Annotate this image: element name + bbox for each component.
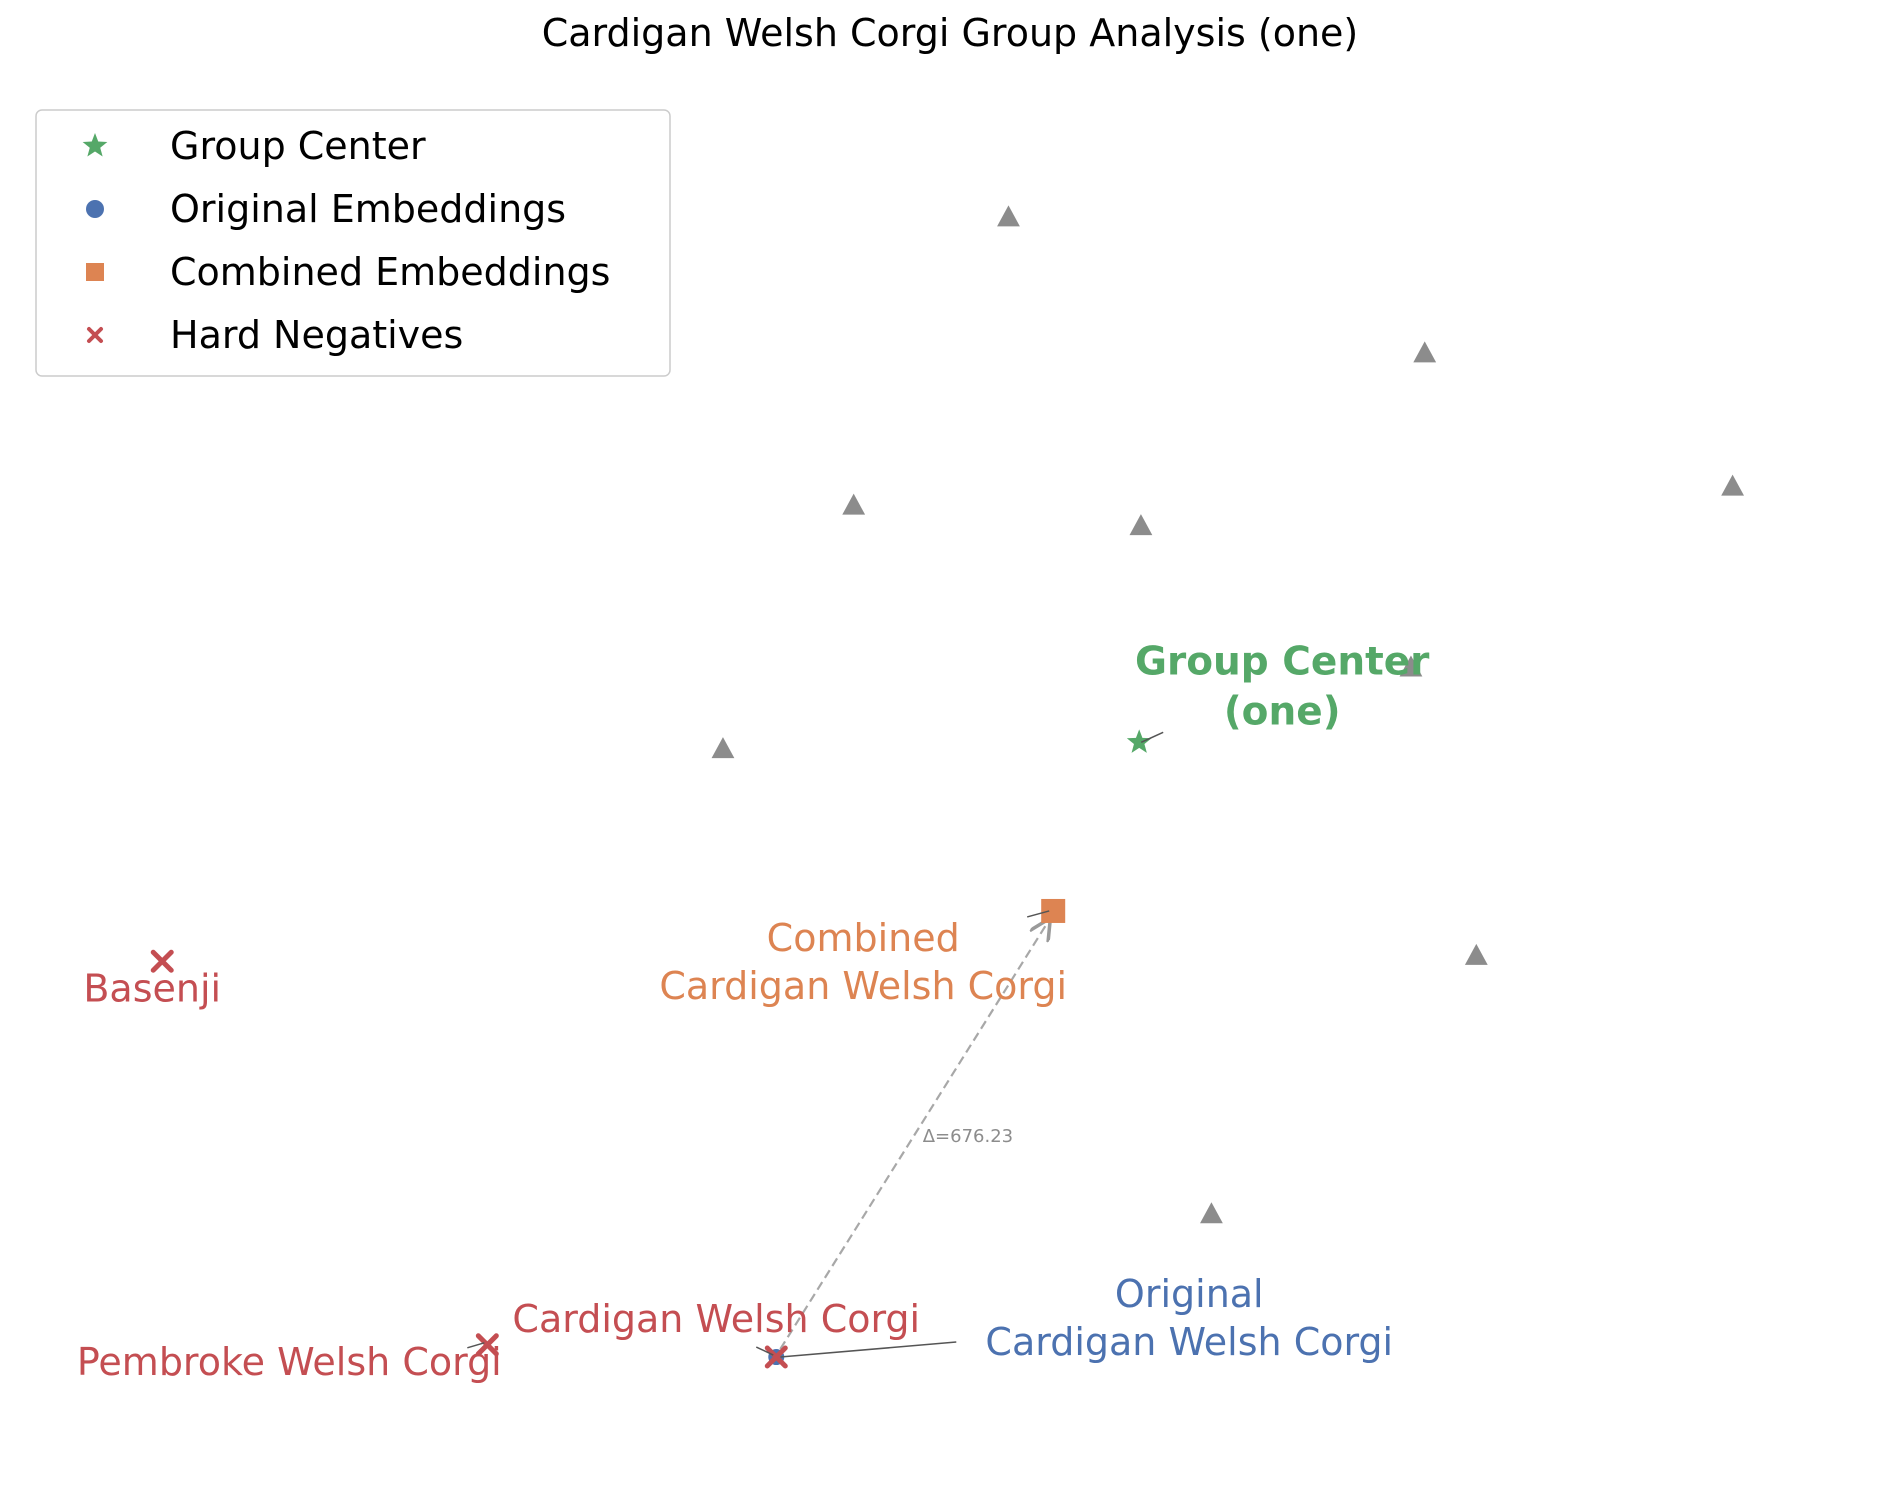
legend-marker-1 (86, 200, 104, 218)
group-center-label: Group Center (one) (1135, 639, 1430, 734)
legend-frame (35, 109, 671, 377)
original-leader (780, 1341, 957, 1358)
hard-negative-label-1: Pembroke Welsh Corgi (77, 1340, 502, 1384)
hard-negative-leader-0 (755, 1346, 774, 1356)
combined-point (1041, 898, 1066, 923)
legend-marker-0 (82, 133, 108, 157)
legend-label-0: Group Center (170, 124, 426, 168)
other-point-5 (1399, 655, 1423, 677)
hard-negative-point-1 (475, 1333, 499, 1357)
legend-label-3: Hard Negatives (170, 313, 463, 357)
hard-negative-label-2: Basenji (83, 966, 221, 1010)
legend-marker-2 (86, 263, 104, 281)
combined-leader (1027, 910, 1050, 918)
shift-arrow (779, 920, 1049, 1350)
group-center-point (1126, 729, 1152, 753)
other-point-0 (997, 205, 1020, 227)
legend-marker-3 (87, 327, 103, 343)
plot-area: Δ=676.23 Combined Cardigan Welsh Corgi Grou… (77, 205, 1744, 1384)
other-point-1 (1413, 341, 1437, 363)
hard-negative-leader-1 (467, 1342, 485, 1349)
hard-negative-point-0 (764, 1345, 788, 1369)
legend: Group Center Original Embeddings Combined … (35, 109, 671, 377)
other-point-4 (1129, 514, 1153, 536)
combined-label: Combined Cardigan Welsh Corgi (659, 916, 1067, 1008)
group-center-leader (1140, 731, 1164, 744)
other-point-3 (842, 493, 866, 515)
other-point-8 (1200, 1202, 1223, 1224)
original-label: Original Cardigan Welsh Corgi (985, 1272, 1393, 1364)
other-point-2 (1721, 474, 1744, 496)
other-point-7 (1464, 943, 1488, 965)
legend-label-1: Original Embeddings (170, 187, 566, 231)
legend-label-2: Combined Embeddings (170, 250, 610, 294)
hard-negative-point-2 (150, 949, 174, 973)
hard-negative-label-0: Cardigan Welsh Corgi (512, 1297, 920, 1341)
shift-label: Δ=676.23 (923, 1126, 1013, 1147)
chart-title: Cardigan Welsh Corgi Group Analysis (one… (542, 11, 1359, 55)
other-point-6 (711, 737, 735, 759)
